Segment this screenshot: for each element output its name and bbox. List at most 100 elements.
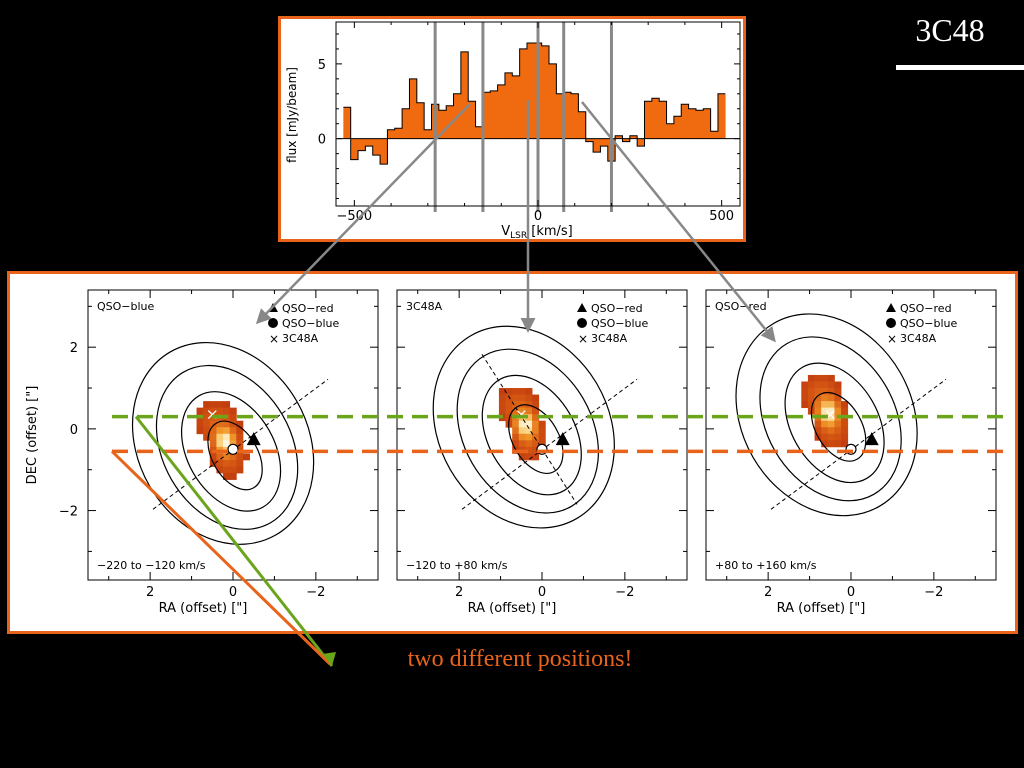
heatmap-pixel bbox=[525, 394, 533, 402]
heatmap-pixel bbox=[209, 427, 217, 435]
contour-line bbox=[180, 391, 282, 512]
spectrum-bar bbox=[482, 92, 491, 139]
legend-label: 3C48A bbox=[591, 332, 628, 345]
heatmap-pixel bbox=[538, 433, 546, 441]
heatmap-pixel bbox=[223, 466, 231, 474]
heatmap-pixel bbox=[807, 394, 815, 402]
heatmap-pixel bbox=[512, 440, 520, 448]
legend-label: 3C48A bbox=[282, 332, 319, 345]
heatmap-pixel bbox=[209, 401, 217, 409]
heatmap-pixel bbox=[229, 459, 237, 467]
heatmap-pixel bbox=[525, 401, 533, 409]
spectrum-bar bbox=[526, 42, 535, 139]
x-tick-label: 500 bbox=[709, 209, 734, 224]
spectrum-bar bbox=[637, 138, 645, 147]
velocity-range-label: −220 to −120 km/s bbox=[97, 559, 206, 572]
heatmap-pixel bbox=[841, 401, 849, 409]
spectrum-bar bbox=[365, 138, 374, 147]
map-panel: 2 0 −2 RA (offset) ["] QSO−red +80 to +160 km… bbox=[705, 289, 997, 616]
spectrum-bar bbox=[468, 101, 476, 139]
spectrum-bar bbox=[460, 51, 469, 139]
spectrum-bar bbox=[673, 116, 682, 139]
spectrum-bar bbox=[615, 135, 623, 139]
heatmap-pixel bbox=[532, 433, 540, 441]
heatmap-pixel bbox=[203, 420, 211, 428]
heatmap-pixel bbox=[229, 466, 237, 474]
spectrum-bar bbox=[394, 128, 403, 139]
heatmap-pixel bbox=[229, 453, 237, 461]
heatmap-pixel bbox=[525, 453, 533, 461]
y-tick-label: 0 bbox=[318, 133, 326, 148]
heatmap-pixel bbox=[518, 420, 526, 428]
heatmap-pixel bbox=[518, 433, 526, 441]
map-panel: 2 0 −2 RA (offset) ["] 3C48A −120 to +80 km/s… bbox=[396, 289, 688, 616]
spectrum-ylabel: flux [mJy/beam] bbox=[285, 67, 299, 163]
heatmap-pixel bbox=[216, 420, 224, 428]
heatmap-pixel bbox=[841, 407, 849, 415]
legend-circle-icon bbox=[268, 318, 278, 328]
legend-cross-icon: × bbox=[269, 332, 279, 346]
qso-blue-marker bbox=[227, 443, 239, 455]
heatmap-pixel bbox=[525, 433, 533, 441]
heatmap-pixel bbox=[525, 407, 533, 415]
heatmap-pixel bbox=[512, 427, 520, 435]
spectrum-bar bbox=[593, 138, 601, 153]
x-tick-label: 2 bbox=[146, 585, 154, 600]
heatmap-pixel bbox=[807, 381, 815, 389]
heatmap-pixel bbox=[498, 407, 506, 415]
heatmap-pixel bbox=[821, 381, 829, 389]
x-tick-label: −2 bbox=[615, 585, 634, 600]
heatmap-pixel bbox=[229, 414, 237, 422]
heatmap-pixel bbox=[216, 459, 224, 467]
legend-label: QSO−blue bbox=[591, 317, 649, 330]
heatmap-pixel bbox=[203, 427, 211, 435]
heatmap-pixel bbox=[834, 420, 842, 428]
spectrum-bar bbox=[541, 45, 550, 139]
spectrum-bar bbox=[644, 101, 653, 139]
heatmap-pixel bbox=[821, 388, 829, 395]
heatmap-pixel bbox=[814, 427, 822, 435]
spectrum-bar bbox=[688, 108, 697, 139]
heatmap-pixel bbox=[834, 427, 842, 435]
heatmap-pixel bbox=[525, 388, 533, 395]
heatmap-pixel bbox=[532, 453, 540, 461]
spectrum-bar bbox=[519, 48, 528, 139]
heatmap-pixel bbox=[827, 414, 835, 422]
heatmap-pixel bbox=[827, 433, 835, 441]
heatmap-pixel bbox=[512, 388, 520, 395]
heatmap-pixel bbox=[223, 420, 231, 428]
dashed-axis bbox=[461, 378, 638, 510]
heatmap-pixel bbox=[518, 394, 526, 402]
heatmap-pixel bbox=[236, 440, 244, 448]
heatmap-pixel bbox=[807, 374, 815, 382]
heatmap-pixel bbox=[841, 420, 849, 428]
x-tick-label: 2 bbox=[455, 585, 463, 600]
heatmap-pixel bbox=[801, 401, 809, 409]
slide-title: 3C48 bbox=[915, 12, 985, 48]
heatmap-pixel bbox=[525, 427, 533, 435]
heatmap-pixel bbox=[229, 420, 237, 428]
x-tick-label: 0 bbox=[534, 209, 542, 224]
panel-label: QSO−red bbox=[715, 300, 767, 313]
heatmap-pixel bbox=[223, 459, 231, 467]
contour-line bbox=[456, 348, 599, 514]
heatmap-pixel bbox=[801, 381, 809, 389]
heatmap-pixel bbox=[532, 446, 540, 454]
map-xlabel: RA (offset) ["] bbox=[159, 601, 248, 616]
heatmap-pixel bbox=[236, 420, 244, 428]
overlay-lines bbox=[110, 100, 1012, 667]
spectrum-bar bbox=[703, 108, 711, 139]
heatmap-pixel bbox=[203, 407, 211, 415]
heatmap-pixel bbox=[827, 374, 835, 382]
contour-line bbox=[155, 364, 299, 530]
heatmap-pixel bbox=[841, 440, 849, 448]
heatmap-pixel bbox=[196, 407, 204, 415]
dashed-axis bbox=[152, 378, 329, 510]
velocity-range-label: +80 to +160 km/s bbox=[715, 559, 817, 572]
spectrum-bar bbox=[585, 138, 594, 142]
spectrum-bar bbox=[695, 110, 704, 139]
heatmap-pixel bbox=[505, 401, 513, 409]
heatmap-pixel bbox=[498, 394, 506, 402]
heatmap-pixel bbox=[834, 433, 842, 441]
